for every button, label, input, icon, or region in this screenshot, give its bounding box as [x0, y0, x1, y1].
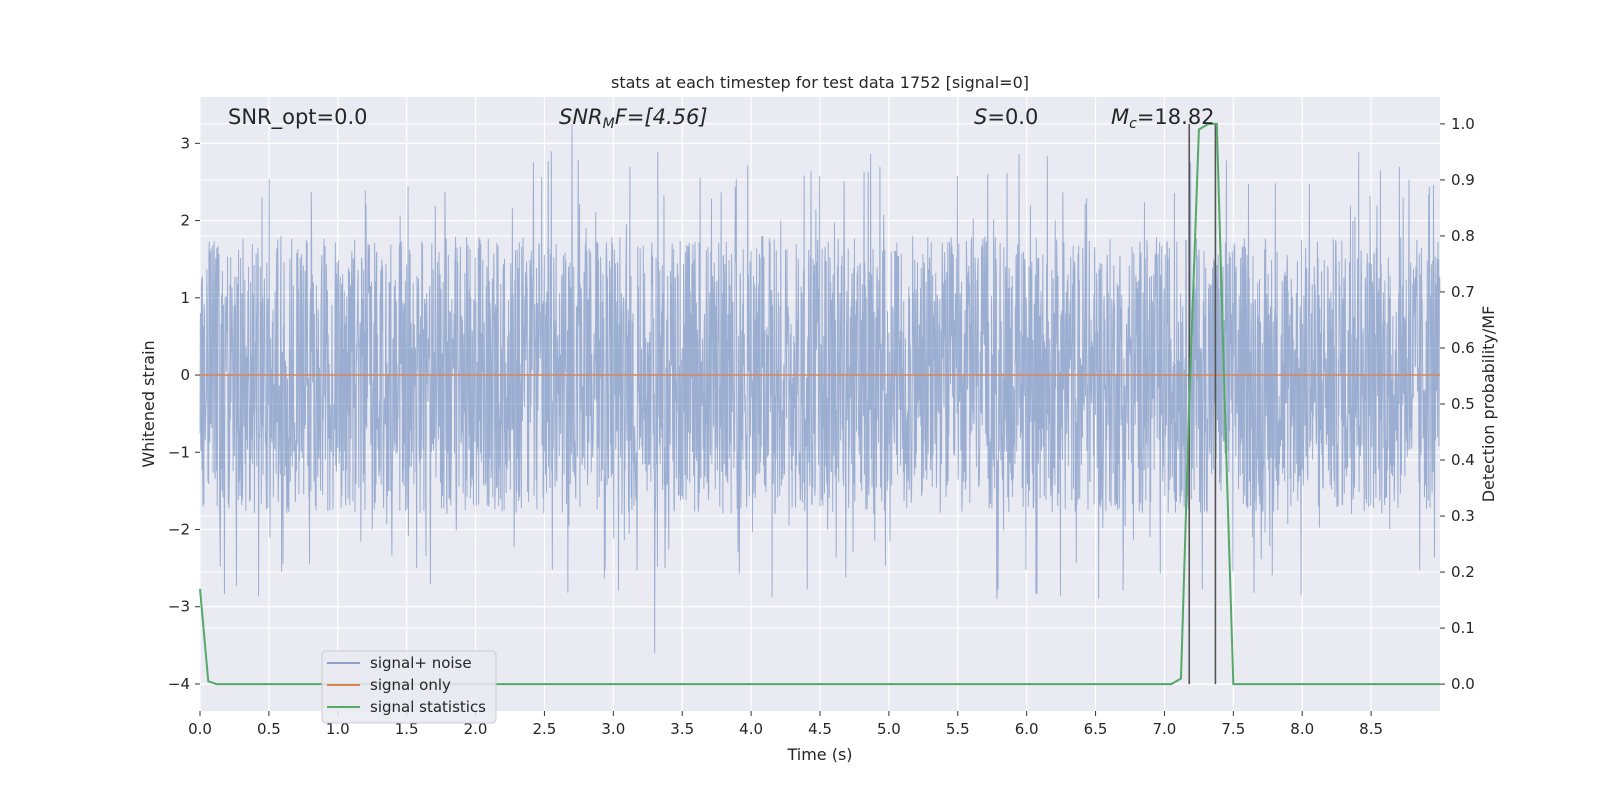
y-tick-label-right: 1.0 — [1451, 115, 1475, 133]
y-tick-label-left: −4 — [168, 675, 190, 693]
x-axis-label: Time (s) — [786, 745, 852, 764]
x-tick-label: 0.5 — [257, 720, 281, 738]
y-tick-label-right: 0.3 — [1451, 507, 1475, 525]
x-tick-label: 0.0 — [188, 720, 212, 738]
y-tick-label-left: 2 — [180, 212, 190, 230]
legend: signal+ noise signal only signal statist… — [321, 650, 497, 724]
y-tick-label-right: 0.4 — [1451, 451, 1475, 469]
x-tick-label: 7.5 — [1221, 720, 1245, 738]
x-tick-label: 4.5 — [808, 720, 832, 738]
series-signal-statistics — [199, 122, 1440, 686]
x-tick-label: 2.5 — [533, 720, 557, 738]
annotation-mc: Mc=18.82 — [1111, 105, 1215, 132]
x-tick-label: 8.0 — [1290, 720, 1314, 738]
x-tick-label: 2.0 — [464, 720, 488, 738]
legend-label-signal-only: signal only — [370, 676, 451, 694]
annotation-snr-opt: SNR_opt=0.0 — [228, 105, 368, 130]
y-tick-label-left: −1 — [168, 443, 190, 461]
x-tick-label: 4.0 — [739, 720, 763, 738]
y-axis-label-right: Detection probability/MF — [1479, 306, 1498, 503]
x-tick-label: 5.0 — [877, 720, 901, 738]
chart-title: stats at each timestep for test data 175… — [611, 73, 1029, 92]
y-tick-label-left: −3 — [168, 598, 190, 616]
y-tick-label-right: 0.1 — [1451, 619, 1475, 637]
x-tick-label: 3.5 — [670, 720, 694, 738]
y-axis-label-left: Whitened strain — [139, 340, 158, 467]
y-tick-label-right: 0.5 — [1451, 395, 1475, 413]
x-tick-label: 7.0 — [1153, 720, 1177, 738]
y-tick-label-left: 1 — [180, 289, 190, 307]
y-tick-label-left: 0 — [180, 366, 190, 384]
y-tick-label-left: −2 — [168, 521, 190, 539]
legend-label-signal-statistics: signal statistics — [370, 698, 486, 716]
series-signal-noise — [199, 124, 1441, 654]
x-tick-label: 5.5 — [946, 720, 970, 738]
legend-box — [321, 650, 497, 724]
ticks: 0.0 0.5 1.0 1.5 2.0 2.5 3.0 3.5 4.0 4.5 5.0 5.5 6.0 6… — [168, 115, 1475, 738]
y-tick-label-right: 0.7 — [1451, 283, 1475, 301]
x-tick-label: 6.0 — [1015, 720, 1039, 738]
x-tick-label: 1.5 — [395, 720, 419, 738]
x-tick-label: 8.5 — [1359, 720, 1383, 738]
x-tick-label: 1.0 — [326, 720, 350, 738]
y-tick-label-right: 0.2 — [1451, 563, 1475, 581]
plot-area — [199, 122, 1441, 686]
y-tick-label-left: 3 — [180, 134, 190, 152]
y-tick-label-right: 0.6 — [1451, 339, 1475, 357]
annotation-snr-mf: SNRMF=[4.56] — [559, 105, 708, 132]
x-tick-label: 6.5 — [1084, 720, 1108, 738]
x-tick-label: 3.0 — [601, 720, 625, 738]
y-tick-label-right: 0.9 — [1451, 171, 1475, 189]
legend-label-signal-noise: signal+ noise — [370, 654, 472, 672]
y-tick-label-right: 0.0 — [1451, 675, 1475, 693]
annotation-s: S=0.0 — [974, 105, 1038, 129]
y-tick-label-right: 0.8 — [1451, 227, 1475, 245]
